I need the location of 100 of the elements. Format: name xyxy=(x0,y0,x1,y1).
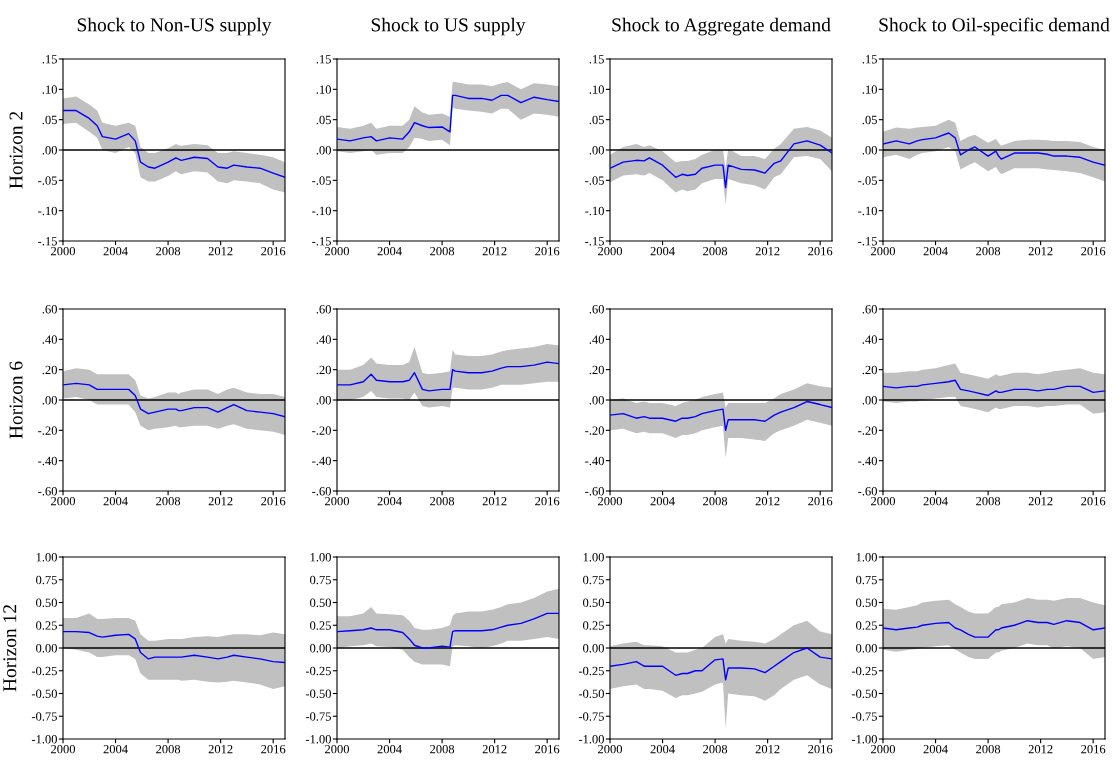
y-tick-label: .40 xyxy=(589,335,604,344)
chart-title: Shock to US supply xyxy=(371,17,526,36)
y-tick-label: -0.25 xyxy=(851,666,877,676)
y-tick-label: .00 xyxy=(42,396,57,405)
x-tick-label: 2012 xyxy=(1028,496,1053,506)
x-tick-label: 2012 xyxy=(755,744,780,754)
y-axis-title: Horizon 6 xyxy=(9,361,23,439)
y-tick-label: -1.00 xyxy=(851,735,877,744)
x-tick-label: 2000 xyxy=(325,744,350,754)
y-tick-label: -.05 xyxy=(585,176,604,185)
x-tick-label: 2016 xyxy=(261,496,286,506)
y-tick-label: .15 xyxy=(42,55,57,64)
y-tick-label: -.10 xyxy=(38,206,57,216)
x-tick-label: 2004 xyxy=(377,744,402,754)
y-tick-label: 1.00 xyxy=(310,553,331,562)
x-tick-label: 2004 xyxy=(923,744,948,754)
y-tick-label: -0.50 xyxy=(578,689,604,699)
x-tick-label: 2000 xyxy=(871,246,896,256)
x-tick-label: 2008 xyxy=(976,744,1001,754)
y-tick-label: .40 xyxy=(42,335,57,344)
x-tick-label: 2004 xyxy=(377,246,402,256)
y-tick-label: 0.25 xyxy=(856,621,877,630)
x-tick-label: 2004 xyxy=(103,496,128,506)
x-tick-label: 2008 xyxy=(430,496,455,506)
x-tick-label: 2012 xyxy=(1028,246,1053,256)
x-tick-label: 2004 xyxy=(377,496,402,506)
x-tick-label: 2000 xyxy=(51,246,76,256)
y-tick-label: 0.00 xyxy=(583,644,604,653)
y-tick-label: 0.00 xyxy=(36,644,57,653)
x-tick-label: 2008 xyxy=(430,744,455,754)
y-tick-label: .00 xyxy=(589,396,604,405)
y-tick-label: -.05 xyxy=(38,176,57,185)
x-tick-label: 2016 xyxy=(808,744,833,754)
x-tick-label: 2012 xyxy=(482,246,507,256)
x-tick-label: 2004 xyxy=(103,744,128,754)
y-tick-label: -.15 xyxy=(858,237,877,246)
y-tick-label: .05 xyxy=(589,115,604,125)
x-tick-label: 2000 xyxy=(51,744,76,754)
y-tick-label: -.15 xyxy=(38,237,57,246)
x-tick-label: 2016 xyxy=(261,744,286,754)
y-tick-label: .15 xyxy=(589,55,604,64)
x-tick-label: 2012 xyxy=(1028,744,1053,754)
x-tick-label: 2004 xyxy=(923,246,948,256)
x-tick-label: 2008 xyxy=(703,496,728,506)
y-tick-label: 0.25 xyxy=(583,621,604,630)
y-tick-label: -0.50 xyxy=(31,689,57,699)
y-tick-label: -0.50 xyxy=(305,689,331,699)
x-tick-label: 2000 xyxy=(51,496,76,506)
x-tick-label: 2004 xyxy=(650,496,675,506)
y-tick-label: 0.75 xyxy=(36,575,57,585)
y-tick-label: -.20 xyxy=(312,426,331,435)
y-tick-label: -1.00 xyxy=(31,735,57,744)
y-tick-label: .15 xyxy=(862,55,877,64)
y-tick-label: 0.50 xyxy=(856,598,877,608)
y-tick-label: -0.25 xyxy=(305,666,331,676)
y-tick-label: .00 xyxy=(316,396,331,405)
x-tick-label: 2000 xyxy=(598,496,623,506)
x-tick-label: 2016 xyxy=(261,246,286,256)
y-tick-label: 0.50 xyxy=(36,598,57,608)
y-tick-label: 0.00 xyxy=(310,644,331,653)
x-tick-label: 2008 xyxy=(703,246,728,256)
y-tick-label: .05 xyxy=(862,115,877,125)
y-tick-label: .05 xyxy=(42,115,57,125)
y-tick-label: .20 xyxy=(589,365,604,375)
x-tick-label: 2004 xyxy=(923,496,948,506)
x-tick-label: 2004 xyxy=(650,744,675,754)
y-tick-label: 0.75 xyxy=(583,575,604,585)
y-tick-label: .40 xyxy=(316,335,331,344)
x-tick-label: 2012 xyxy=(755,496,780,506)
y-tick-label: -.15 xyxy=(312,237,331,246)
x-tick-label: 2016 xyxy=(1081,744,1106,754)
y-tick-label: 0.75 xyxy=(310,575,331,585)
x-tick-label: 2000 xyxy=(598,744,623,754)
x-tick-label: 2008 xyxy=(976,246,1001,256)
y-tick-label: -0.75 xyxy=(305,712,331,721)
chart-title: Shock to Non-US supply xyxy=(77,17,272,36)
x-tick-label: 2012 xyxy=(208,246,233,256)
x-tick-label: 2012 xyxy=(482,744,507,754)
line-series xyxy=(337,361,559,392)
y-tick-label: .15 xyxy=(316,55,331,64)
chart-title: Shock to Aggregate demand xyxy=(612,17,831,36)
x-tick-label: 2016 xyxy=(808,246,833,256)
y-tick-label: .00 xyxy=(42,146,57,155)
x-tick-label: 2008 xyxy=(430,246,455,256)
x-tick-label: 2004 xyxy=(650,246,675,256)
x-tick-label: 2008 xyxy=(156,496,181,506)
x-tick-label: 2012 xyxy=(482,496,507,506)
y-tick-label: .00 xyxy=(589,146,604,155)
y-tick-label: -.15 xyxy=(585,237,604,246)
y-tick-label: -.10 xyxy=(858,206,877,216)
x-tick-label: 2016 xyxy=(1081,496,1106,506)
y-tick-label: -.20 xyxy=(38,426,57,435)
y-tick-label: .20 xyxy=(862,365,877,375)
y-tick-label: .10 xyxy=(316,85,331,94)
x-tick-label: 2012 xyxy=(208,496,233,506)
y-tick-label: 0.50 xyxy=(583,598,604,608)
y-tick-label: -0.75 xyxy=(31,712,57,721)
x-tick-label: 2004 xyxy=(103,246,128,256)
y-tick-label: -.10 xyxy=(585,206,604,216)
y-tick-label: .10 xyxy=(589,85,604,94)
